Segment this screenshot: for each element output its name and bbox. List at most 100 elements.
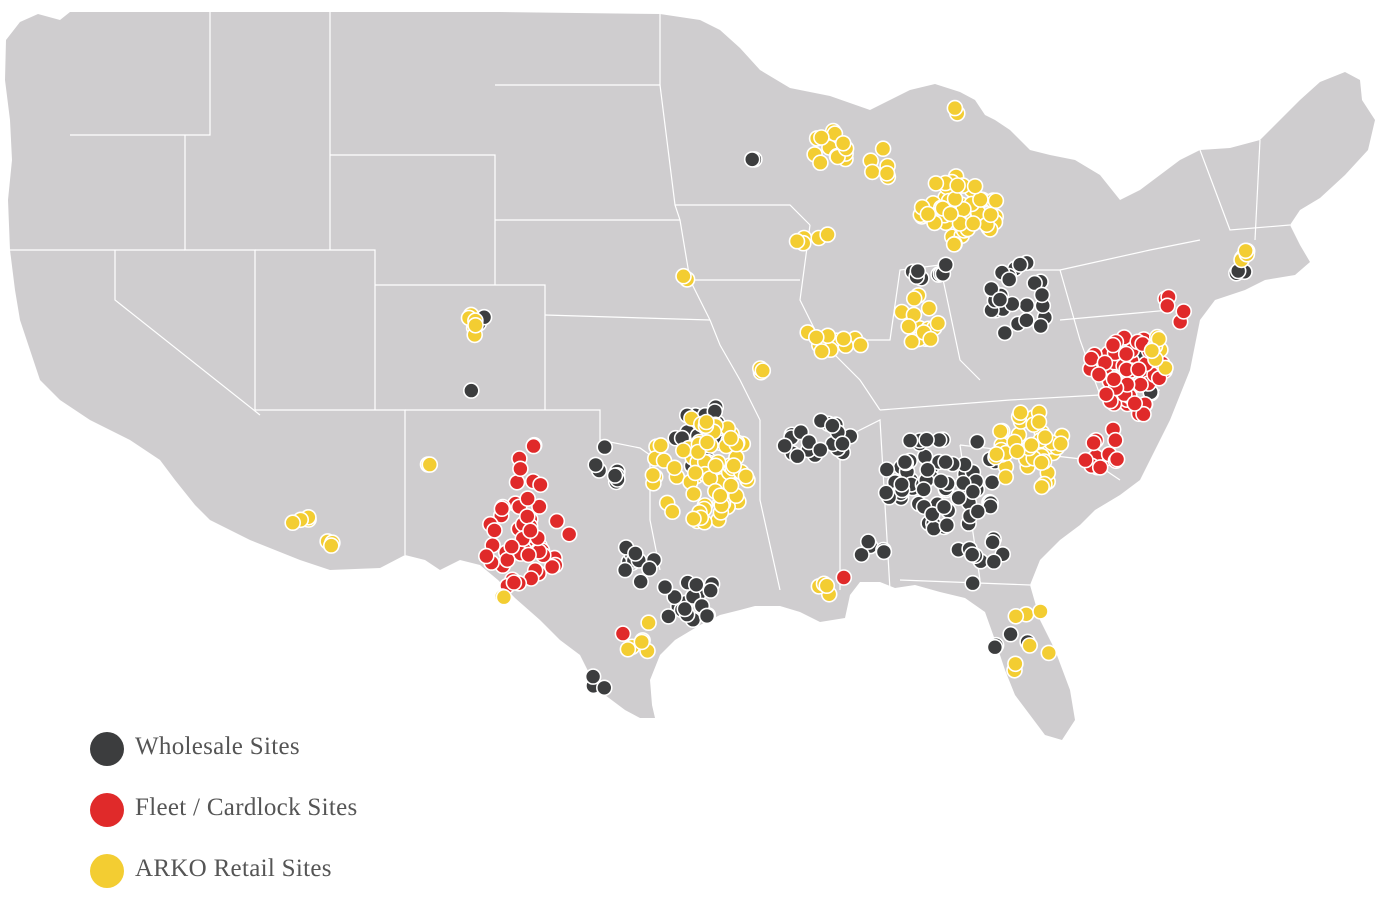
wholesale-site-marker [1000,271,1018,288]
retail-site-marker [946,190,964,208]
retail-site-marker [737,467,755,485]
retail-site-marker [919,205,937,223]
fleet-site-marker [512,460,529,478]
retail-site-marker [997,468,1015,486]
wholesale-site-marker [824,417,841,434]
fleet-site-marker [1085,434,1102,452]
fleet-site-marker [1126,395,1143,412]
retail-site-marker [707,457,725,475]
retail-site-marker [874,140,892,157]
fleet-site-marker [1090,366,1108,383]
retail-site-marker [1007,607,1025,625]
wholesale-site-marker [1026,274,1043,292]
retail-site-marker [1032,603,1049,620]
wholesale-site-marker [875,543,893,561]
retail-site-marker [982,206,1000,224]
us-site-map [5,12,1375,740]
retail-site-marker [807,328,825,346]
fleet-site-marker [1175,303,1192,320]
retail-site-marker [964,215,982,232]
retail-site-marker [819,226,836,243]
wholesale-site-marker [606,467,624,484]
wholesale-site-marker [702,582,720,599]
wholesale-site-marker [660,608,677,625]
retail-site-marker [495,588,513,606]
fleet-site-marker [1097,385,1115,403]
fleet-site-marker [1159,297,1176,315]
wholesale-site-marker [800,433,818,451]
wholesale-site-marker [950,489,967,507]
retail-site-marker [1008,442,1026,460]
wholesale-site-marker [1032,317,1049,335]
arko-retail-site-markers [284,99,1256,679]
wholesale-site-marker [811,441,829,459]
retail-site-marker [1040,644,1058,662]
fleet-site-marker [1107,431,1124,449]
wholesale-site-marker [918,431,935,449]
wholesale-site-marker [1018,311,1035,329]
retail-site-marker [467,316,484,334]
fleet-site-marker [525,437,542,455]
wholesale-site-marker [666,588,683,606]
wholesale-site-marker [584,668,602,685]
wholesale-site-marker [676,600,694,618]
legend-item-retail: ARKO Retail Sites [90,850,490,911]
retail-site-marker [652,437,670,454]
wholesale-site-marker [776,437,793,455]
retail-site-marker [988,445,1005,463]
wholesale-site-marker [1033,286,1051,304]
wholesale-site-marker [1011,256,1029,273]
retail-site-marker [1052,435,1070,453]
retail-site-marker [818,577,836,595]
retail-site-marker [1007,655,1024,673]
retail-site-marker [1012,404,1029,422]
retail-site-marker [905,290,923,307]
retail-site-marker [633,633,651,651]
wholesale-site-marker [964,574,982,592]
retail-site-marker [788,232,806,250]
fleet-site-marker [532,476,549,494]
retail-site-marker [1237,242,1254,260]
retail-site-marker [640,614,657,632]
retail-site-marker [834,135,852,152]
wholesale-swatch-icon [90,732,124,766]
fleet-site-marker [519,490,537,507]
legend-item-fleet: Fleet / Cardlock Sites [90,789,490,850]
fleet-site-marker [1117,345,1135,363]
retail-site-marker [1030,413,1048,431]
wholesale-site-marker [896,453,914,471]
wholesale-site-marker [462,382,480,399]
retail-site-marker [664,503,681,521]
wholesale-site-marker [1002,625,1019,643]
wholesale-site-marker [909,262,927,280]
wholesale-site-marker [632,573,650,591]
wholesale-site-marker [968,433,986,451]
wholesale-site-marker [938,516,956,534]
wholesale-site-marker [687,576,705,594]
wholesale-site-marker [743,151,761,168]
retail-site-marker [927,175,945,192]
fleet-site-marker [1091,459,1109,476]
fleet-site-marker [548,512,566,530]
retail-site-marker [900,318,917,335]
retail-site-marker [725,457,743,474]
retail-site-marker [992,422,1009,440]
retail-site-marker [754,362,772,379]
fleet-site-marker [531,498,548,515]
retail-site-marker [835,330,852,348]
wholesale-site-marker [616,561,634,579]
fleet-site-marker [835,569,853,586]
wholesale-site-marker [1018,296,1036,314]
fleet-swatch-icon [90,793,124,827]
fleet-site-marker [1077,451,1094,469]
wholesale-site-marker [877,484,895,502]
retail-site-marker [698,413,715,431]
wholesale-site-marker [595,679,613,697]
retail-site-marker [1036,428,1054,446]
wholesale-site-marker [969,503,987,520]
fleet-site-marker [518,508,536,525]
retail-site-marker [878,165,896,182]
wholesale-site-marker [984,533,1001,551]
fleet-site-marker [520,546,537,564]
retail-site-marker [674,442,692,459]
